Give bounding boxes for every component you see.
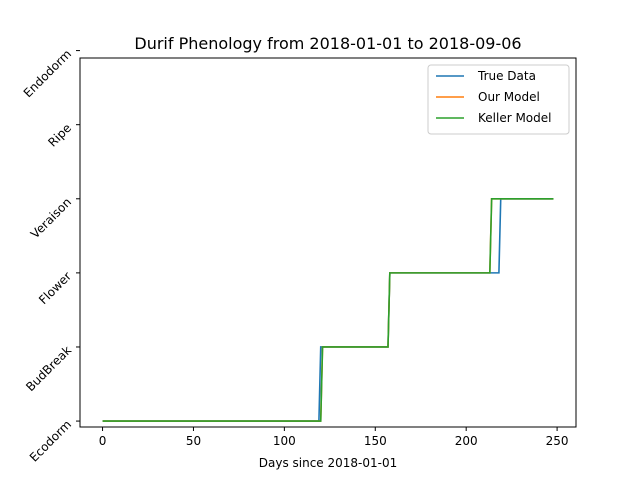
legend-label: Keller Model	[478, 111, 551, 125]
x-axis: 0 50 100 150 200 250	[99, 427, 569, 448]
x-axis-label: Days since 2018-01-01	[259, 456, 398, 470]
legend-label: True Data	[477, 69, 536, 83]
x-tick-label: 250	[546, 434, 569, 448]
series-line-keller-model	[102, 197, 554, 422]
legend-label: Our Model	[478, 90, 540, 104]
chart-title: Durif Phenology from 2018-01-01 to 2018-…	[134, 34, 521, 53]
x-tick-label: 0	[99, 434, 107, 448]
x-tick-label: 150	[364, 434, 387, 448]
x-tick-label: 100	[273, 434, 296, 448]
x-tick-label: 50	[186, 434, 201, 448]
legend: True Data Our Model Keller Model	[427, 64, 570, 135]
x-tick-label: 200	[455, 434, 478, 448]
plot-area	[102, 197, 554, 422]
legend-box	[427, 64, 570, 135]
plot-frame	[79, 57, 577, 428]
